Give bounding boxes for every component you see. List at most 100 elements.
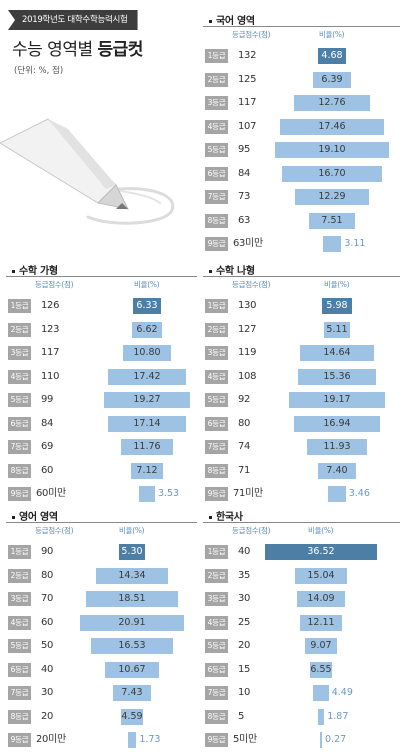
grade-row: 3등급 30 14.09 (203, 590, 400, 608)
cutoff-score: 127 (238, 323, 257, 335)
grade-row: 8등급 20 4.59 (6, 708, 197, 726)
grade-row: 9등급 60미만 3.53 (6, 485, 197, 503)
ratio-bar (105, 661, 159, 678)
grade-label: 3등급 (8, 346, 31, 360)
cutoff-score: 84 (41, 417, 54, 429)
ratio-value: 3.11 (344, 238, 366, 249)
ratio-bar (298, 368, 376, 385)
grade-row: 6등급 40 10.67 (6, 661, 197, 679)
grade-label: 4등급 (205, 615, 228, 630)
ratio-bar (296, 591, 346, 607)
ratio-value: 6.55 (310, 663, 332, 675)
cutoff-score: 63 (238, 214, 251, 226)
ratio-value: 5.11 (326, 323, 348, 335)
grade-row: 4등급 110 17.42 (6, 368, 197, 386)
ratio-value: 4.59 (121, 710, 143, 722)
cutoff-score: 5 (238, 710, 245, 722)
ratio-bar (288, 392, 386, 408)
title-light: 수능 영역별 (12, 40, 98, 60)
cutoff-score: 99 (41, 394, 54, 405)
grade-label: 5등급 (8, 639, 31, 653)
cutoff-score: 130 (238, 300, 257, 311)
grade-label: 9등급 (8, 487, 31, 501)
ratio-value: 6.33 (136, 300, 158, 311)
grade-row: 5등급 99 19.27 (6, 391, 197, 409)
ratio-value: 7.12 (136, 464, 158, 476)
column-header-ratio: 비율(%) (308, 526, 334, 535)
cutoff-score: 15 (238, 663, 251, 675)
grade-label: 9등급 (205, 487, 228, 501)
ratio-value: 5.30 (121, 546, 143, 557)
cutoff-score: 60미만 (36, 488, 66, 499)
grade-row: 9등급 63미만 3.11 (203, 235, 400, 253)
column-header-ratio: 비율(%) (134, 280, 160, 289)
cutoff-score: 20미만 (36, 734, 66, 745)
cutoff-score: 80 (238, 417, 251, 429)
grade-label: 8등급 (205, 709, 228, 724)
grade-row: 2등급 127 5.11 (203, 321, 400, 339)
grade-label: 6등급 (205, 416, 228, 431)
grade-label: 5등급 (205, 393, 228, 407)
chart-panel: 국어 영역 등급점수(점) 비율(%) 1등급 132 4.68 2등급 125 6.39 3등급… (203, 9, 400, 259)
grade-row: 9등급 5미만 0.27 (203, 731, 400, 749)
ratio-bar (324, 321, 350, 338)
grade-label: 9등급 (205, 237, 228, 251)
cutoff-score: 126 (41, 300, 60, 311)
ratio-value: 3.53 (157, 488, 180, 499)
chart-title: 국어 영역 (209, 12, 255, 27)
grade-label: 9등급 (8, 733, 31, 747)
ratio-value: 14.64 (323, 347, 351, 358)
column-header-score: 등급점수(점) (232, 526, 271, 535)
chart-title: 한국사 (209, 508, 243, 523)
ratio-value: 17.14 (133, 417, 161, 429)
cutoff-score: 73 (238, 191, 251, 202)
grade-label: 8등급 (205, 213, 228, 228)
ratio-bar (281, 165, 383, 182)
grade-label: 2등급 (8, 322, 31, 337)
grade-label: 2등급 (205, 568, 228, 583)
grade-label: 1등급 (205, 299, 228, 313)
column-header-score: 등급점수(점) (232, 280, 271, 289)
unit-note: (단위: %, 점) (14, 66, 64, 76)
ratio-bar (313, 685, 329, 701)
grade-row: 6등급 80 16.94 (203, 415, 400, 433)
cutoff-score: 107 (238, 120, 257, 132)
ratio-value: 4.49 (331, 687, 353, 698)
grade-row: 1등급 126 6.33 (6, 297, 197, 315)
ratio-value: 7.51 (321, 214, 343, 226)
ratio-bar (328, 486, 346, 502)
ratio-bar (96, 567, 168, 584)
ratio-bar (295, 567, 347, 584)
title-rule (203, 522, 400, 523)
grade-label: 8등급 (8, 709, 31, 724)
grade-row: 4등급 60 20.91 (6, 614, 197, 632)
ratio-value: 6.39 (321, 73, 343, 85)
exam-badge: 2019학년도 대학수학능력시험 (8, 10, 138, 30)
grade-row: 9등급 20미만 1.73 (6, 731, 197, 749)
ratio-bar (127, 732, 137, 748)
pencil-illustration (0, 118, 175, 225)
title-rule (203, 26, 400, 27)
grade-label: 7등급 (205, 190, 228, 204)
ratio-value: 1.73 (139, 734, 161, 745)
grade-label: 3등급 (8, 592, 31, 606)
ratio-value: 14.34 (118, 569, 146, 581)
grade-row: 6등급 84 16.70 (203, 165, 400, 183)
grade-row: 8등급 71 7.40 (203, 462, 400, 480)
chart-panel: 수학 가형 등급점수(점) 비율(%) 1등급 126 6.33 2등급 123 6.62 3등급… (6, 259, 197, 509)
column-header-ratio: 비율(%) (119, 526, 145, 535)
grade-label: 8등급 (205, 463, 228, 478)
ratio-bar (300, 345, 374, 361)
ratio-bar (293, 95, 371, 111)
title-rule (203, 276, 400, 277)
grade-row: 7등급 73 12.29 (203, 188, 400, 206)
cutoff-score: 25 (238, 616, 251, 628)
ratio-bar (312, 71, 352, 88)
ratio-value: 10.80 (133, 347, 161, 358)
cutoff-score: 92 (238, 394, 251, 405)
ratio-value: 10.67 (118, 663, 146, 675)
grade-row: 2등급 80 14.34 (6, 567, 197, 585)
grade-row: 7등급 10 4.49 (203, 684, 400, 702)
cutoff-score: 30 (238, 593, 251, 604)
